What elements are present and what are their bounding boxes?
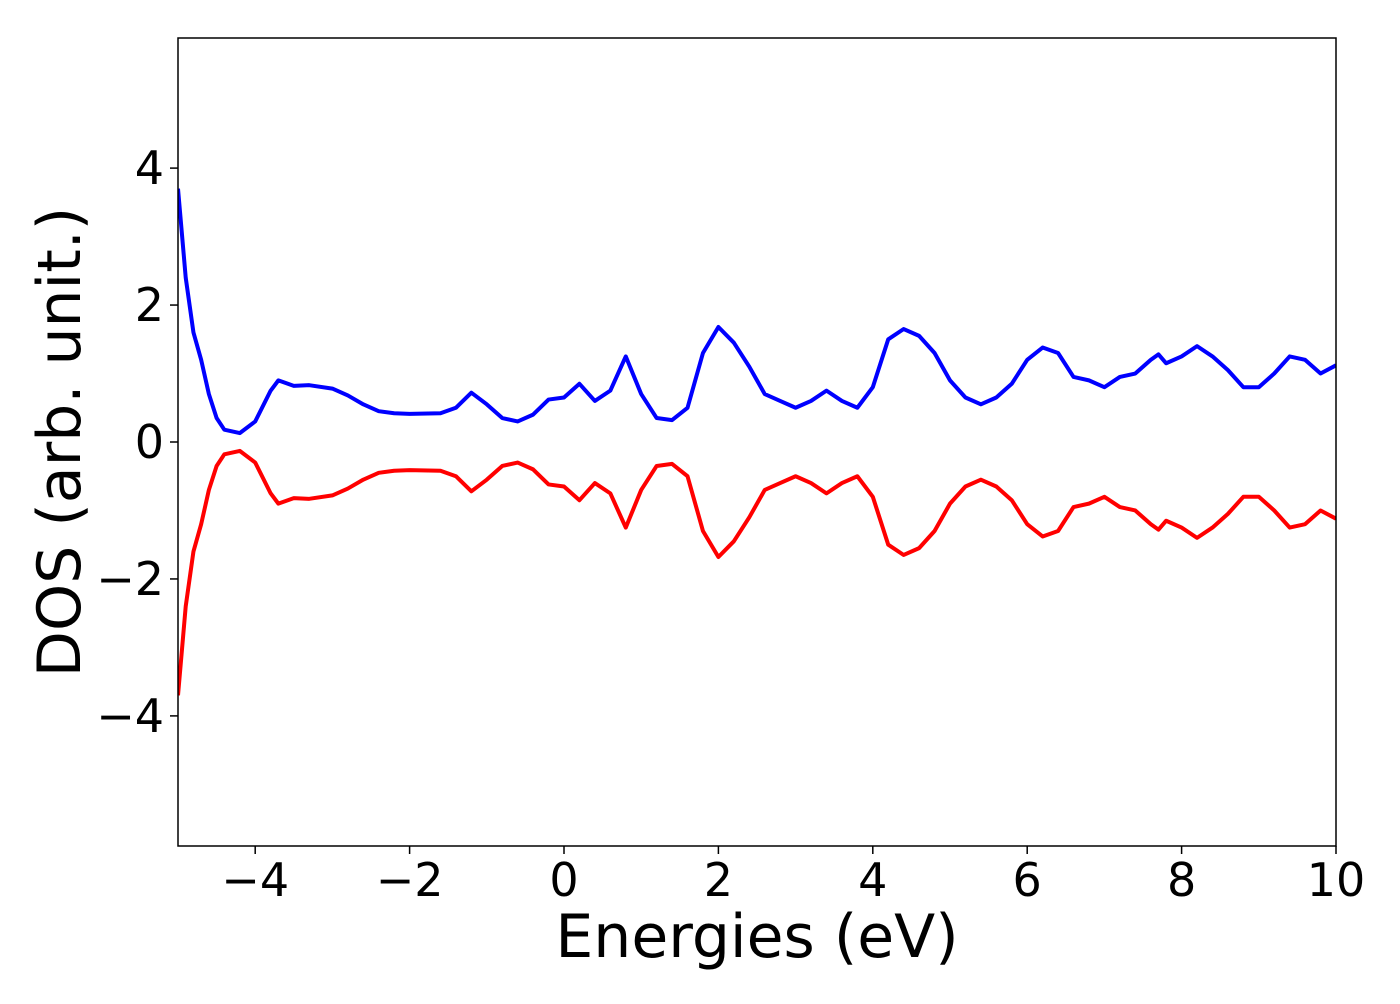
y-tick-label: 4 [135,141,164,195]
y-tick-label: 0 [135,415,164,469]
y-tick-label: −4 [96,689,164,743]
y-tick-label: 2 [135,278,164,332]
x-tick-label: −4 [221,853,289,907]
x-tick-label: 10 [1307,853,1366,907]
line-series [178,188,1336,436]
x-tick-label: 4 [858,853,887,907]
x-tick-label: 8 [1167,853,1196,907]
x-tick-label: 0 [549,853,578,907]
line-series [178,448,1336,696]
y-axis-label: DOS (arb. unit.) [25,207,95,677]
x-tick-label: 6 [1013,853,1042,907]
x-axis-label: Energies (eV) [555,902,958,972]
x-tick-label: 2 [704,853,733,907]
plot-frame [177,37,1337,847]
x-tick-label: −2 [376,853,444,907]
y-tick-label: −2 [96,552,164,606]
